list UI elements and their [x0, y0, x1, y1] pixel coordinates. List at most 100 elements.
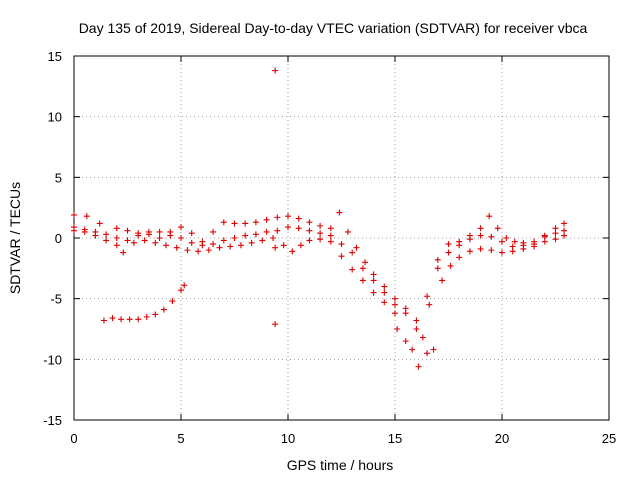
data-point	[317, 222, 324, 229]
data-point	[130, 239, 137, 246]
data-point	[306, 227, 313, 234]
data-point	[71, 211, 77, 218]
data-point	[370, 277, 377, 284]
data-point	[413, 317, 420, 324]
data-point	[163, 242, 170, 249]
data-point	[220, 237, 227, 244]
data-point	[466, 236, 473, 243]
data-point	[178, 224, 184, 231]
data-point	[270, 235, 277, 241]
data-point	[113, 225, 120, 232]
y-tick-label: 0	[55, 231, 62, 246]
data-point	[231, 220, 238, 227]
data-point	[83, 213, 90, 220]
x-tick-label: 25	[602, 431, 616, 446]
data-point	[231, 235, 238, 241]
data-point	[381, 283, 388, 290]
data-point	[359, 265, 366, 272]
data-point	[252, 231, 259, 238]
data-point	[456, 242, 463, 249]
data-point	[126, 316, 133, 323]
data-point	[447, 262, 454, 269]
data-point	[370, 271, 377, 278]
data-point	[92, 232, 99, 239]
y-axis-label: SDTVAR / TECUs	[7, 182, 23, 294]
data-point	[242, 220, 249, 227]
data-point	[381, 289, 388, 296]
data-point	[336, 209, 343, 216]
data-point	[477, 232, 484, 239]
y-tick-label: -10	[43, 352, 62, 367]
data-point	[289, 248, 296, 255]
data-point	[392, 310, 398, 317]
data-point	[124, 237, 131, 244]
series-early-arc	[100, 282, 188, 324]
data-point	[306, 219, 313, 226]
data-point	[272, 321, 279, 328]
data-point	[156, 235, 163, 241]
data-point	[327, 225, 334, 232]
data-point	[499, 238, 505, 245]
y-tick-label: 10	[48, 110, 62, 125]
data-point	[156, 228, 163, 235]
data-point	[499, 249, 505, 256]
data-point	[477, 225, 484, 232]
series-band-lower	[71, 227, 568, 370]
series-band-middle	[71, 224, 568, 332]
data-point	[272, 67, 279, 74]
data-point	[419, 334, 426, 341]
data-point	[359, 277, 366, 284]
data-point	[381, 299, 388, 306]
data-point	[285, 213, 291, 220]
data-point	[434, 256, 441, 263]
data-point	[188, 239, 195, 246]
data-point	[434, 265, 441, 272]
data-point	[306, 237, 313, 244]
data-point	[242, 232, 249, 239]
data-point	[252, 219, 259, 226]
data-point	[109, 315, 116, 322]
data-point	[181, 282, 188, 289]
data-point	[160, 306, 167, 313]
data-point	[274, 227, 281, 234]
y-tick-label: -15	[43, 413, 62, 428]
data-point	[220, 219, 227, 226]
data-point	[394, 326, 401, 332]
data-point	[511, 238, 518, 245]
data-point	[103, 231, 110, 238]
data-point	[317, 236, 324, 243]
data-point	[285, 224, 291, 231]
data-point	[327, 238, 334, 245]
chart-title: Day 135 of 2019, Sidereal Day-to-day VTE…	[79, 20, 588, 36]
data-point	[143, 313, 150, 320]
data-point	[103, 237, 110, 244]
data-point	[445, 241, 452, 248]
x-tick-label: 0	[70, 431, 77, 446]
data-point	[152, 239, 159, 246]
data-point	[561, 220, 568, 227]
x-tick-label: 10	[281, 431, 295, 446]
data-point	[280, 242, 287, 249]
data-point	[415, 363, 422, 370]
data-point	[237, 242, 244, 249]
data-point	[96, 220, 103, 227]
data-point	[344, 228, 351, 235]
data-point	[424, 350, 431, 357]
series-outliers	[272, 67, 401, 332]
data-point	[488, 233, 495, 240]
data-point	[552, 236, 559, 243]
data-point	[71, 227, 77, 234]
axis-ticks: 0 5 10 15 20 25 -15 -10 -5 0 5 10 15	[43, 49, 616, 446]
data-point	[430, 346, 437, 353]
data-point	[167, 232, 174, 239]
data-point	[199, 242, 206, 249]
data-point	[141, 237, 148, 244]
data-point	[424, 293, 431, 300]
data-point	[486, 213, 493, 220]
data-point	[426, 301, 433, 308]
data-point	[81, 228, 88, 235]
data-point	[317, 230, 324, 237]
data-point	[259, 237, 266, 244]
data-point	[409, 346, 416, 353]
